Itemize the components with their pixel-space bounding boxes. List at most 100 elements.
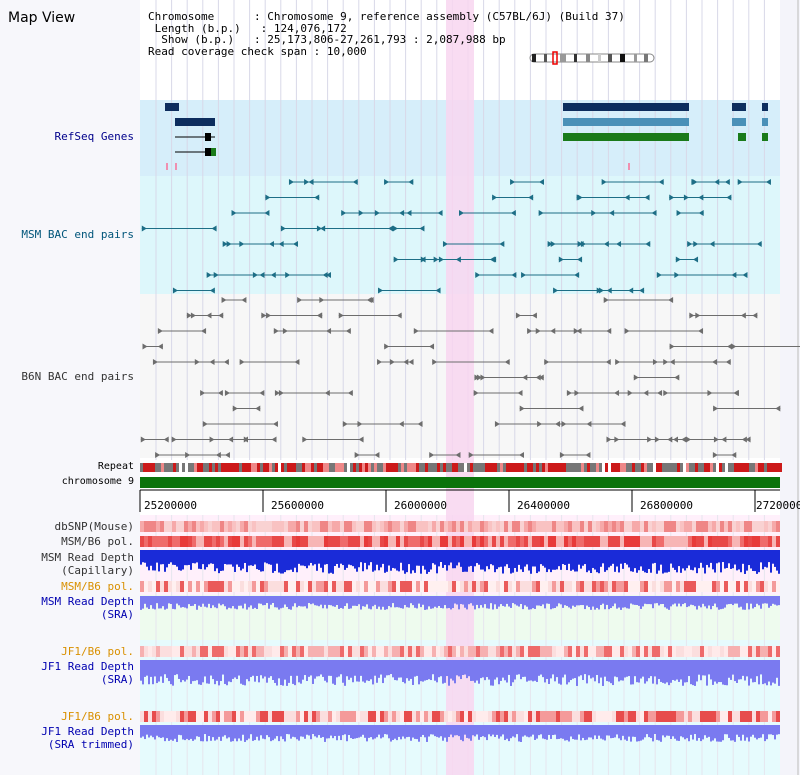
heat-cell bbox=[180, 711, 184, 722]
depth-bar bbox=[378, 596, 380, 607]
b6n-bac-pair-end bbox=[576, 328, 582, 334]
heat-cell bbox=[536, 646, 540, 657]
depth-bar bbox=[346, 596, 348, 604]
gene-block bbox=[175, 118, 215, 126]
heat-cell bbox=[412, 646, 416, 657]
depth-bar bbox=[510, 660, 512, 686]
depth-bar bbox=[746, 725, 748, 738]
heat-cell bbox=[384, 646, 388, 657]
depth-bar bbox=[424, 660, 426, 681]
depth-bar bbox=[280, 550, 282, 574]
heat-cell bbox=[620, 646, 624, 657]
depth-bar bbox=[694, 596, 696, 607]
repeat-bar bbox=[764, 463, 767, 472]
depth-bar bbox=[246, 660, 248, 680]
heat-cell bbox=[388, 581, 392, 592]
heat-cell bbox=[264, 521, 268, 532]
repeat-bar bbox=[563, 463, 566, 472]
heat-cell bbox=[392, 581, 396, 592]
depth-bar bbox=[504, 596, 506, 607]
depth-bar bbox=[536, 596, 538, 606]
heat-cell bbox=[200, 711, 204, 722]
depth-bar bbox=[208, 550, 210, 565]
depth-bar bbox=[778, 596, 780, 606]
repeat-bar bbox=[473, 463, 476, 472]
depth-bar bbox=[216, 550, 218, 569]
repeat-bar bbox=[599, 463, 602, 472]
heat-cell bbox=[468, 711, 472, 722]
depth-bar bbox=[778, 660, 780, 686]
heat-cell bbox=[400, 711, 404, 722]
msm-bac-pair-end bbox=[547, 241, 553, 247]
depth-bar bbox=[378, 725, 380, 735]
heat-cell bbox=[284, 711, 288, 722]
depth-bar bbox=[576, 660, 578, 686]
depth-bar bbox=[644, 725, 646, 738]
depth-bar bbox=[326, 660, 328, 683]
heat-cell bbox=[656, 521, 660, 532]
depth-bar bbox=[628, 660, 630, 677]
depth-bar bbox=[768, 550, 770, 563]
depth-bar bbox=[732, 550, 734, 569]
depth-bar bbox=[576, 725, 578, 740]
ideogram-position-marker bbox=[552, 51, 558, 65]
depth-bar bbox=[408, 596, 410, 608]
b6n-bac-pair-end bbox=[731, 452, 737, 458]
b6n-bac-pair-end bbox=[266, 312, 272, 319]
b6n-bac-pair-end bbox=[603, 297, 609, 303]
heat-cell bbox=[632, 536, 636, 547]
heat-cell bbox=[700, 536, 704, 547]
heat-cell bbox=[240, 521, 244, 532]
heat-cell bbox=[504, 581, 508, 592]
heat-cell bbox=[236, 711, 240, 722]
heat-cell bbox=[708, 581, 712, 592]
depth-bar bbox=[530, 596, 532, 610]
depth-bar bbox=[452, 660, 454, 681]
heat-cell bbox=[744, 521, 748, 532]
msm-bac-pair-end bbox=[616, 241, 622, 247]
ideogram-band bbox=[532, 54, 536, 62]
depth-bar bbox=[618, 550, 620, 573]
heat-cell bbox=[452, 521, 456, 532]
b6n-bac-pair-end bbox=[202, 421, 208, 427]
depth-bar bbox=[292, 596, 294, 607]
heat-cell bbox=[480, 581, 484, 592]
repeat-bar bbox=[776, 463, 779, 472]
heat-cell bbox=[420, 521, 424, 532]
depth-bar bbox=[488, 596, 490, 609]
depth-bar bbox=[460, 596, 462, 605]
heat-cell bbox=[544, 521, 548, 532]
jf1-read-depth-sra-label-2: (SRA) bbox=[100, 673, 134, 686]
depth-bar bbox=[552, 550, 554, 570]
heat-cell bbox=[216, 646, 220, 657]
repeat-bar bbox=[428, 463, 431, 472]
depth-bar bbox=[706, 596, 708, 609]
repeat-bar bbox=[476, 463, 479, 472]
heat-cell bbox=[536, 536, 540, 547]
repeat-bar bbox=[251, 463, 254, 472]
depth-bar bbox=[748, 550, 750, 566]
heat-cell bbox=[604, 581, 608, 592]
repeat-label: Repeat bbox=[97, 461, 134, 472]
heat-cell bbox=[276, 536, 280, 547]
depth-bar bbox=[608, 660, 610, 682]
depth-bar bbox=[198, 725, 200, 737]
b6n-bac-pair-end bbox=[614, 436, 620, 443]
heat-cell bbox=[688, 711, 692, 722]
depth-bar bbox=[352, 596, 354, 606]
b6n-bac-pair-end bbox=[725, 359, 731, 365]
heat-cell bbox=[652, 581, 656, 592]
depth-bar bbox=[416, 596, 418, 609]
b6n-bac-pair-end bbox=[228, 436, 234, 443]
depth-bar bbox=[536, 660, 538, 682]
b6n-bac-pair-end bbox=[408, 359, 414, 365]
depth-bar bbox=[668, 596, 670, 610]
heat-cell bbox=[220, 521, 224, 532]
depth-bar bbox=[612, 596, 614, 607]
heat-cell bbox=[192, 536, 196, 547]
heat-cell bbox=[560, 711, 564, 722]
depth-bar bbox=[738, 660, 740, 680]
depth-bar bbox=[154, 660, 156, 677]
b6n-bac-pair-end bbox=[657, 390, 663, 396]
repeat-bar bbox=[695, 463, 698, 472]
